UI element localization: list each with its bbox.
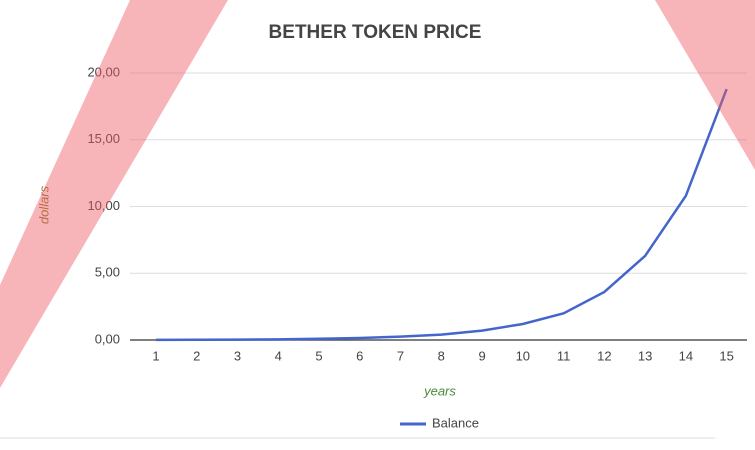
y-axis-label: dollars	[36, 185, 51, 224]
plot: 0,005,0010,0015,0020,0012345678910111213…	[87, 64, 747, 363]
x-tick-label: 7	[397, 348, 404, 363]
x-tick-label: 1	[152, 348, 159, 363]
x-tick-label: 4	[275, 348, 282, 363]
x-tick-label: 15	[719, 348, 733, 363]
x-tick-label: 9	[478, 348, 485, 363]
x-tick-label: 5	[315, 348, 322, 363]
x-tick-label: 6	[356, 348, 363, 363]
x-tick-label: 11	[557, 348, 571, 363]
x-axis-label: years	[423, 383, 456, 398]
x-tick-label: 3	[234, 348, 241, 363]
x-tick-label: 13	[638, 348, 652, 363]
x-tick-label: 14	[679, 348, 693, 363]
y-tick-label: 20,00	[87, 64, 120, 79]
series-line	[155, 88, 728, 342]
chart-title: BETHER TOKEN PRICE	[269, 22, 482, 43]
x-tick-label: 2	[193, 348, 200, 363]
decor-stripe	[655, 0, 755, 170]
y-tick-label: 10,00	[87, 198, 120, 213]
x-tick-label: 10	[516, 348, 530, 363]
y-tick-label: 0,00	[95, 331, 120, 346]
y-tick-label: 5,00	[95, 265, 120, 280]
decor-stripe	[0, 0, 228, 388]
y-tick-label: 15,00	[87, 131, 120, 146]
legend-label: Balance	[432, 415, 479, 430]
x-tick-label: 12	[597, 348, 611, 363]
x-tick-label: 8	[438, 348, 445, 363]
